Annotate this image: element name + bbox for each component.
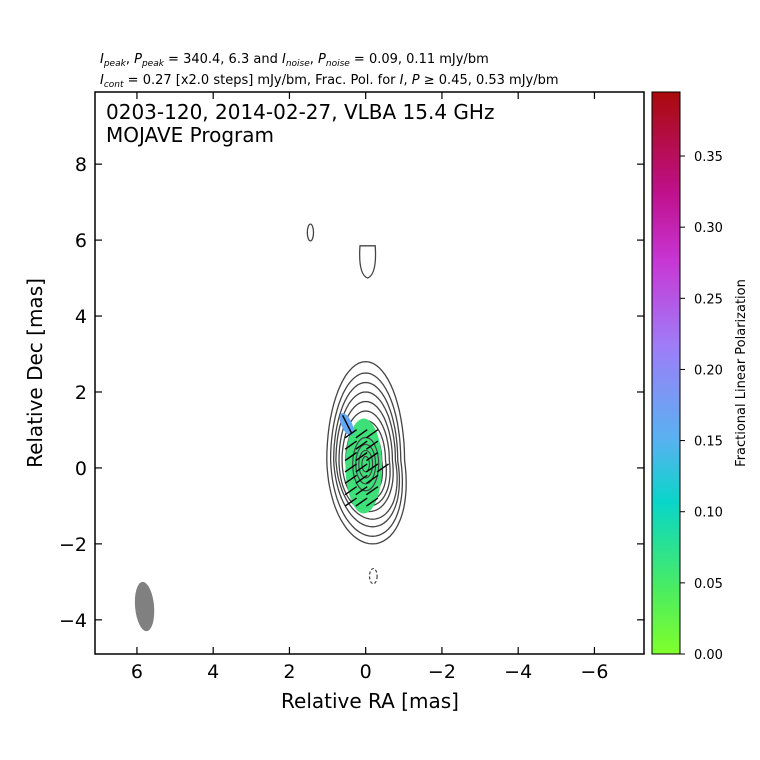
evpa-tick: [344, 497, 357, 507]
y-tick-label: 4: [75, 306, 87, 328]
evpa-tick: [355, 440, 368, 450]
x-tick-label: −4: [504, 661, 532, 683]
x-tick-label: 2: [283, 661, 295, 683]
evpa-tick: [365, 440, 379, 450]
evpa-tick: [344, 486, 357, 496]
evpa-tick: [366, 474, 379, 484]
evpa-tick: [344, 451, 358, 462]
evpa-tick: [355, 474, 368, 484]
evpa-tick: [366, 486, 379, 496]
y-axis-label: Relative Dec [mas]: [23, 278, 47, 468]
stokes-i-contour-isolated: [306, 223, 315, 242]
evpa-tick: [344, 474, 357, 484]
y-tick-label: 0: [75, 458, 87, 480]
evpa-tick: [341, 414, 353, 434]
stokes-i-contour: [329, 372, 404, 537]
x-tick-label: −2: [428, 661, 456, 683]
stokes-i-contour-isolated: [359, 245, 377, 279]
x-tick-label: 6: [131, 661, 143, 683]
colorbar-tick-label: 0.20: [694, 363, 723, 378]
y-tick-label: −4: [59, 610, 87, 632]
header-line-1: Ipeak, Ppeak = 340.4, 6.3 and Inoise, Pn…: [100, 52, 489, 69]
evpa-tick: [366, 463, 379, 473]
colorbar-tick-label: 0.05: [694, 577, 723, 592]
evpa-tick: [344, 463, 357, 473]
colorbar-tick-label: 0.35: [694, 150, 723, 165]
header-line-2: Icont = 0.27 [x2.0 steps] mJy/bm, Frac. …: [100, 73, 559, 90]
evpa-tick: [365, 451, 379, 462]
colorbar-label: Fractional Linear Polarization: [734, 279, 749, 467]
evpa-tick: [355, 486, 368, 496]
beam-ellipse: [134, 581, 155, 632]
evpa-tick: [344, 440, 358, 450]
y-tick-label: 6: [75, 230, 87, 252]
stokes-i-contour: [341, 410, 391, 507]
y-tick-label: 2: [75, 382, 87, 404]
stokes-i-contour-inner: [358, 449, 374, 479]
stokes-i-contour: [338, 400, 394, 513]
x-tick-label: 4: [207, 661, 219, 683]
colorbar-tick-label: 0.25: [694, 292, 723, 307]
colorbar-tick-label: 0.30: [694, 221, 723, 236]
evpa-tick: [376, 463, 389, 473]
evpa-tick: [355, 497, 368, 507]
stokes-i-contour-negative: [368, 567, 378, 585]
stokes-i-contour: [335, 391, 398, 520]
evpa-tick: [344, 429, 358, 439]
plot-area: 6 4 2 0 −2 −4 −6 −4 −2 0 2 4 6 8: [59, 91, 645, 683]
evpa-tick: [366, 497, 379, 507]
y-tick-label: −2: [59, 534, 87, 556]
evpa-tick: [365, 429, 379, 439]
colorbar: 0.00 0.05 0.10 0.15 0.20 0.25 0.30 0.35: [651, 91, 723, 663]
stokes-i-contour: [326, 360, 407, 545]
colorbar-tick-label: 0.15: [694, 435, 723, 450]
stokes-i-contour-inner: [352, 436, 380, 492]
x-tick-label: 0: [360, 661, 372, 683]
stokes-i-contour: [333, 381, 401, 528]
evpa-tick: [355, 463, 368, 473]
chart-subtitle: MOJAVE Program: [106, 123, 274, 147]
colorbar-tick-label: 0.10: [694, 506, 723, 521]
evpa-tick: [355, 429, 368, 439]
x-axis-label: Relative RA [mas]: [281, 689, 459, 713]
x-tick-label: −6: [580, 661, 608, 683]
stokes-i-contour-inner: [361, 455, 371, 473]
y-tick-label: 8: [75, 154, 87, 176]
colorbar-tick-label: 0.00: [694, 648, 723, 663]
chart-title: 0203-120, 2014-02-27, VLBA 15.4 GHz: [106, 100, 494, 124]
evpa-tick: [355, 451, 368, 462]
